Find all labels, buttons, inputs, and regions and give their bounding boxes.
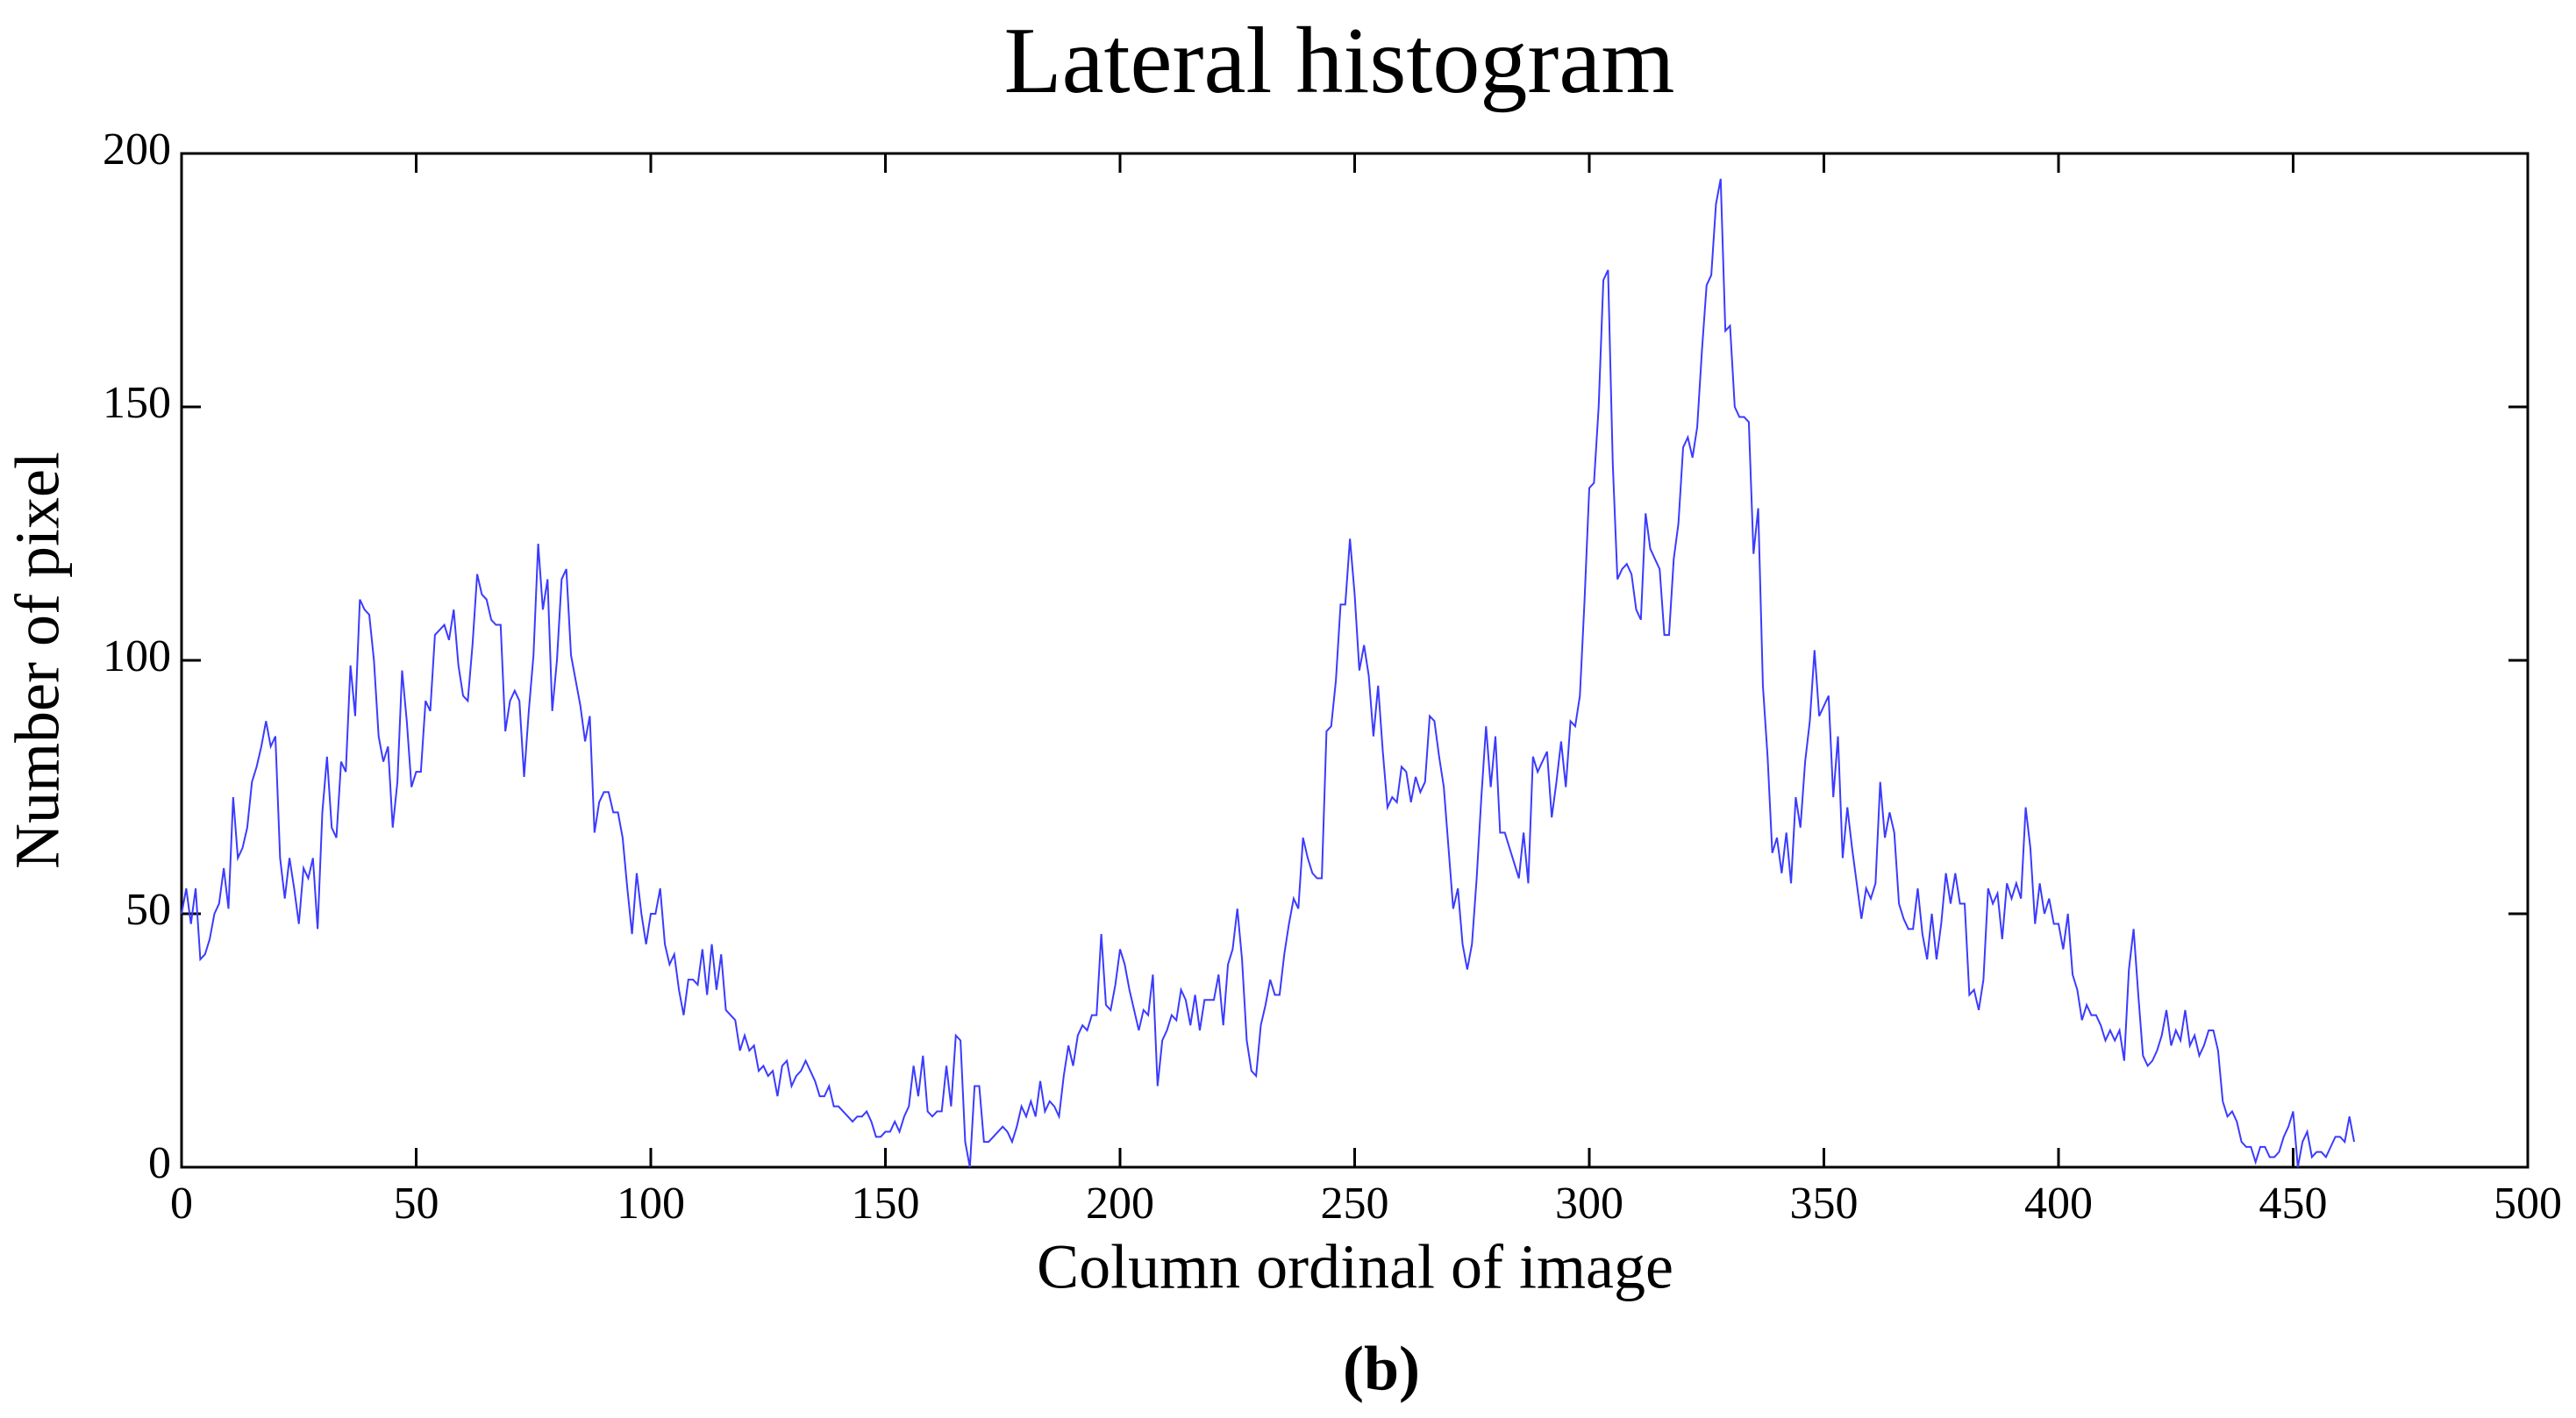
y-tick-label: 200 xyxy=(103,125,171,175)
y-tick-label: 0 xyxy=(148,1138,171,1188)
chart-title: Lateral histogram xyxy=(1004,9,1675,113)
x-tick-label: 500 xyxy=(2494,1179,2562,1229)
caption: (b) xyxy=(1343,1334,1420,1404)
y-axis-label: Number of pixel xyxy=(3,452,73,869)
x-axis-label: Column ordinal of image xyxy=(1037,1232,1673,1302)
x-tick-label: 350 xyxy=(1790,1179,1859,1229)
x-tick-label: 0 xyxy=(170,1179,193,1229)
x-tick-label: 300 xyxy=(1555,1179,1623,1229)
x-tick-label: 50 xyxy=(394,1179,439,1229)
y-tick-label: 50 xyxy=(125,885,171,935)
y-tick-label: 100 xyxy=(103,631,171,681)
x-tick-label: 100 xyxy=(617,1179,685,1229)
x-tick-label: 450 xyxy=(2259,1179,2328,1229)
y-tick-label: 150 xyxy=(103,378,171,428)
x-tick-label: 250 xyxy=(1321,1179,1389,1229)
x-tick-label: 150 xyxy=(852,1179,920,1229)
x-tick-label: 400 xyxy=(2024,1179,2093,1229)
x-tick-label: 200 xyxy=(1086,1179,1154,1229)
data-line xyxy=(181,178,2356,1168)
